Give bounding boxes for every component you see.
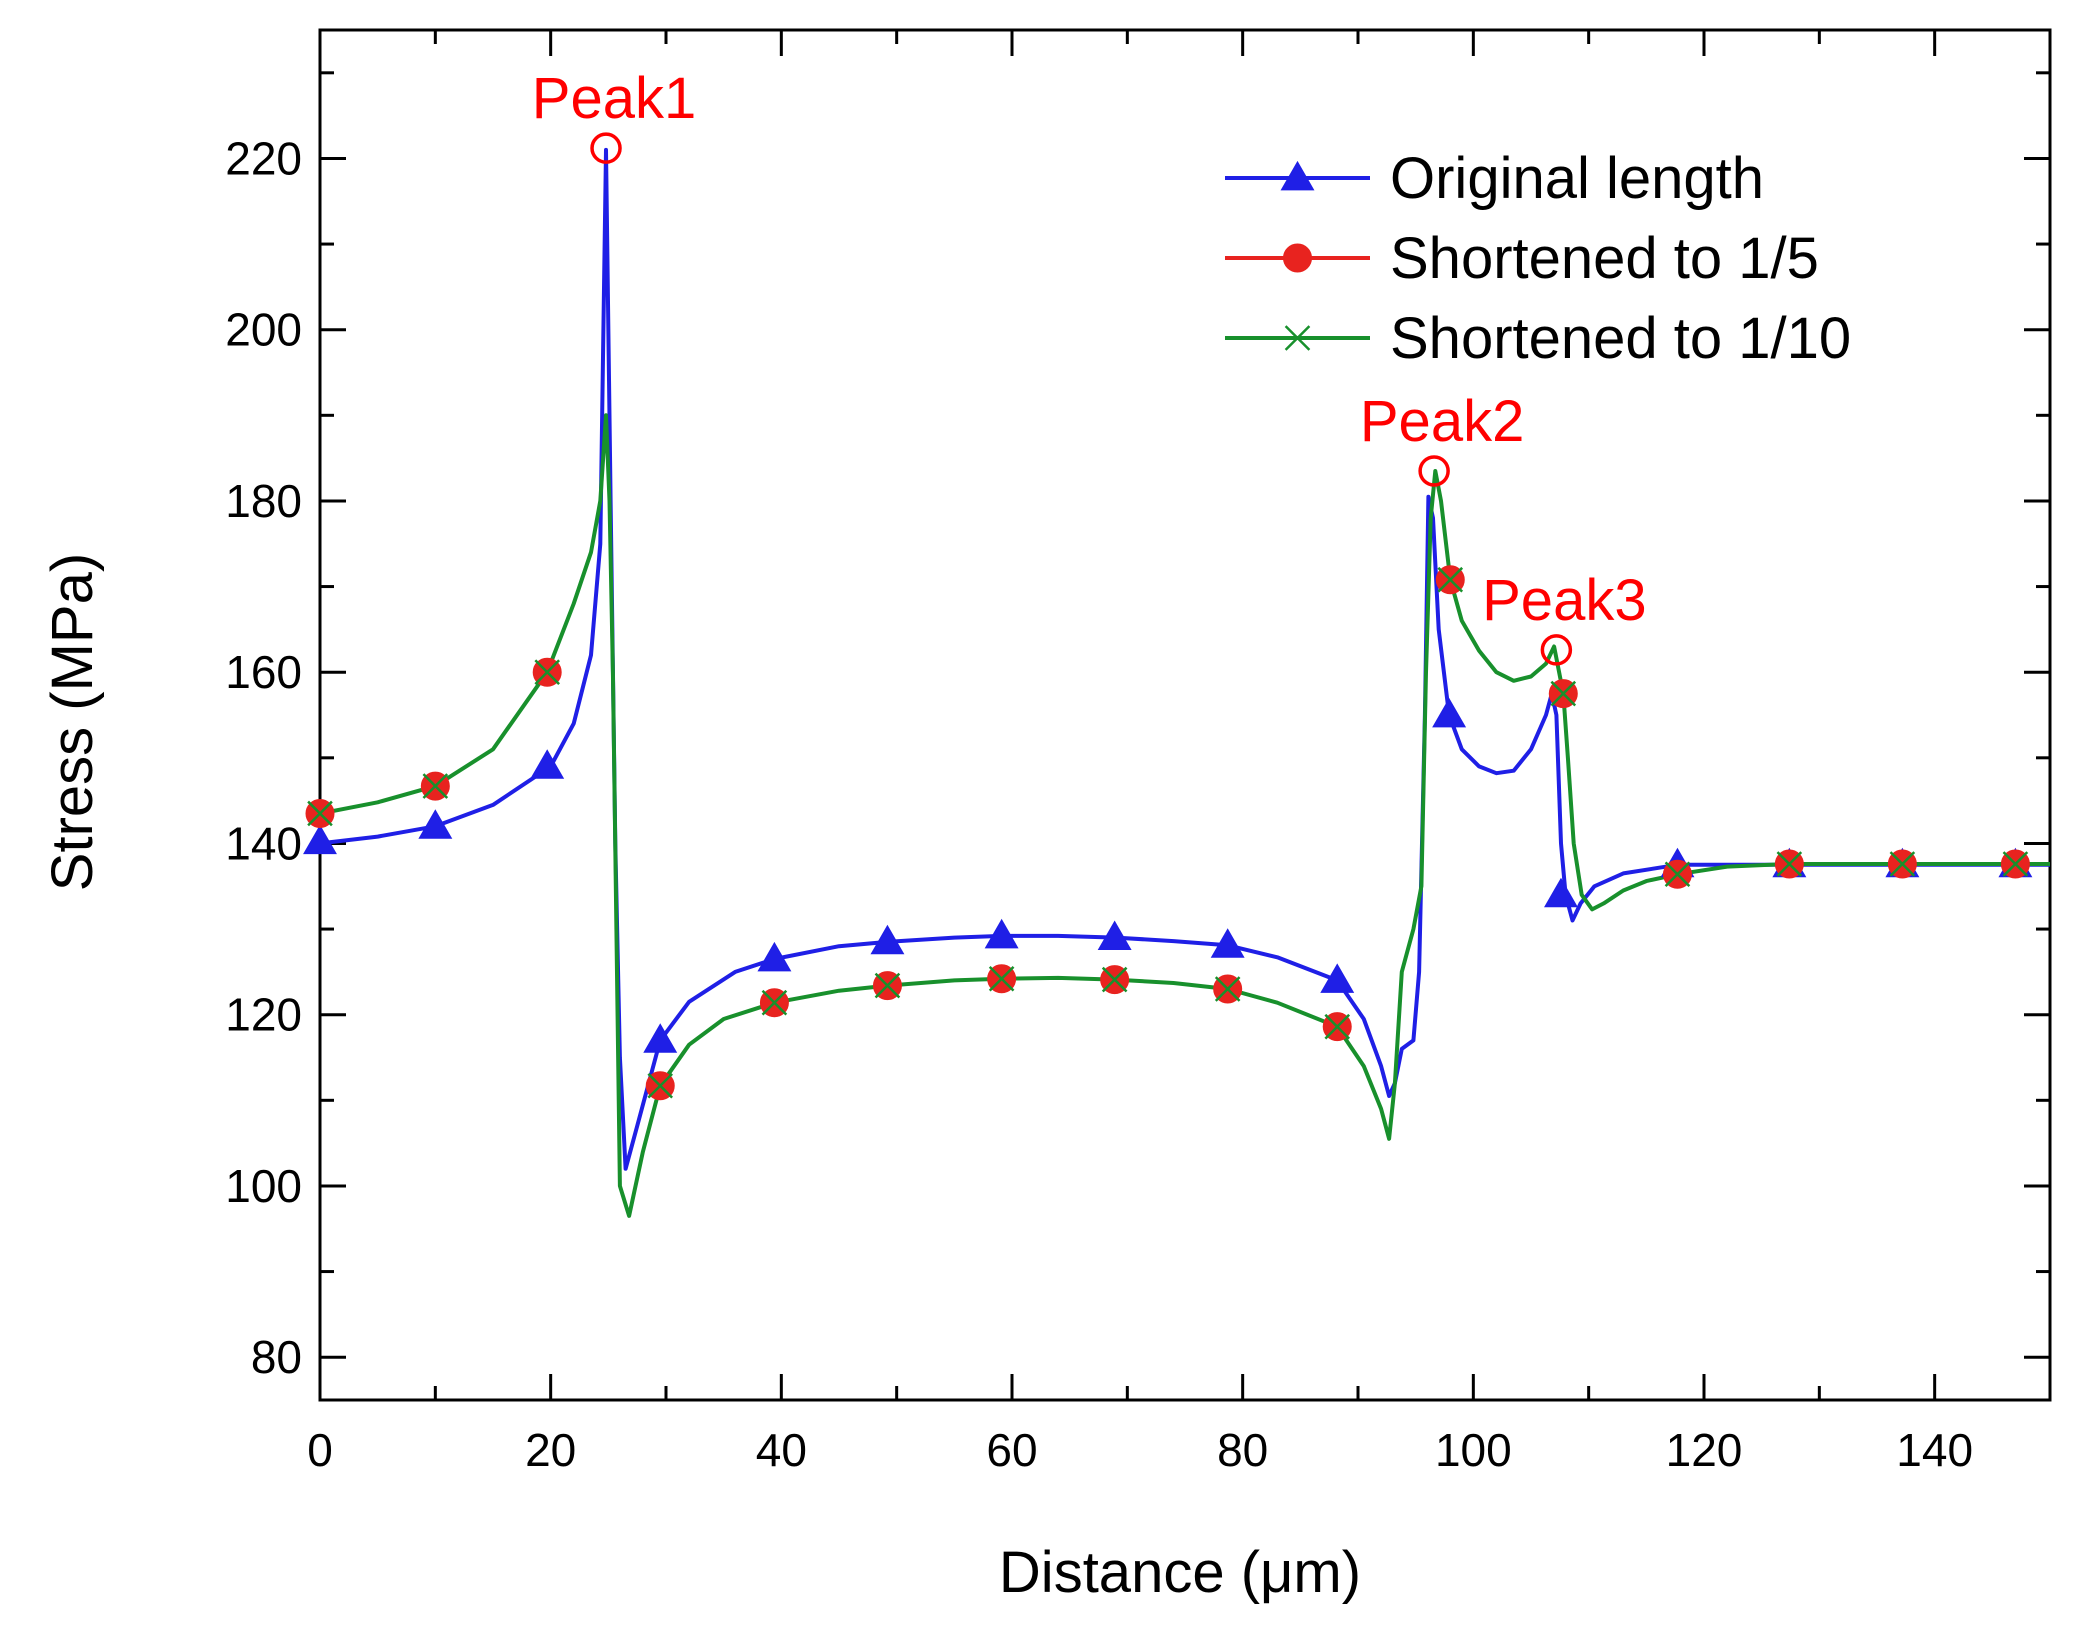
peak-label: Peak3 [1482,568,1646,633]
series-markers-2 [307,566,2029,1099]
peak-marker [590,132,622,164]
y-tick-label: 120 [225,989,302,1041]
data-point [1889,851,1916,877]
y-tick-label: 80 [251,1331,302,1383]
peak-label: Peak2 [1360,389,1524,454]
y-tick-label: 140 [225,817,302,869]
data-point [303,824,337,855]
legend-marker [1280,160,1315,191]
legend-label: Original length [1390,146,1764,211]
legend-entry: Shortened to 1/5 [1225,226,1819,291]
data-point [1101,966,1128,993]
data-point [1320,963,1355,993]
legend-entry: Shortened to 1/10 [1225,306,1851,371]
y-tick-label: 160 [225,646,302,698]
x-tick-label: 100 [1435,1424,1512,1476]
y-tick-label: 220 [225,132,302,184]
series-markers-0 [303,697,2033,1053]
x-marker-stroke [1550,680,1577,707]
data-point [1550,680,1577,707]
x-tick-label: 120 [1666,1424,1743,1476]
data-point [757,941,792,972]
data-point [984,918,1019,949]
data-point [1210,928,1245,958]
y-tick-label: 100 [225,1160,302,1212]
x-marker-stroke [1664,861,1691,888]
x-tick-label: 60 [986,1424,1037,1476]
legend-marker [1283,243,1312,273]
data-point [1432,697,1467,728]
data-point [988,965,1015,992]
x-marker-stroke [534,659,560,685]
y-tick-label: 180 [225,475,302,527]
x-tick-label: 140 [1896,1424,1973,1476]
x-marker-stroke [1324,1013,1351,1040]
peak-marker [1418,455,1450,487]
x-marker-stroke [1889,851,1916,877]
data-point [307,800,333,827]
data-point [1544,877,1578,908]
x-marker-stroke [647,1072,674,1099]
data-point [870,924,905,955]
x-tick-label: 0 [307,1424,333,1476]
x-marker-stroke [1101,966,1128,993]
data-point [643,1023,678,1053]
data-point [530,749,565,779]
data-point [761,989,788,1016]
legend-label: Shortened to 1/10 [1390,306,1851,371]
x-marker-stroke [2002,851,2029,877]
plot-frame [318,28,2052,1402]
x-tick-label: 80 [1217,1424,1268,1476]
x-marker-stroke [422,773,449,799]
series-line-2 [320,413,2050,1218]
data-point [1324,1013,1351,1040]
x-marker-stroke [1214,976,1241,1002]
data-point [2002,851,2029,877]
legend-entry: Original length [1225,146,1764,211]
axis-ticks: 0 20 40 60 80 100 120 140 80 100 120 140 160 180 200 22… [225,30,2052,1476]
data-point [647,1072,674,1099]
x-marker-stroke [1284,325,1311,351]
x-marker-stroke [874,972,901,999]
x-tick-label: 40 [756,1424,807,1476]
data-point [422,773,449,799]
x-marker-stroke [307,800,333,827]
x-marker-stroke [1437,566,1464,593]
x-tick-label: 20 [525,1424,576,1476]
data-point [1097,920,1132,951]
data-point [874,972,901,999]
y-tick-label: 200 [225,304,302,356]
peak-annotations: Peak1 Peak2 Peak3 [532,66,1647,666]
x-axis-title: Distance (μm) [999,1540,1361,1605]
x-marker-stroke [761,989,788,1016]
data-point [418,809,453,839]
data-point [1214,976,1241,1002]
x-marker-stroke [1776,851,1803,877]
legend: Original length Shortened to 1/5 Shortened… [1225,146,1851,371]
data-point [1776,851,1803,877]
x-marker-stroke [988,965,1015,992]
series-line-0 [320,147,2050,1171]
plot-border [318,28,2052,1402]
data-point [1437,566,1464,593]
legend-marker [1284,325,1311,351]
series-layer [303,147,2050,1218]
data-point [534,659,560,685]
y-axis-title: Stress (MPa) [40,553,105,891]
legend-label: Shortened to 1/5 [1390,226,1819,291]
peak-label: Peak1 [532,66,696,131]
series-markers-1 [305,565,2030,1101]
peak-marker [1540,634,1573,666]
data-point [1664,861,1691,888]
